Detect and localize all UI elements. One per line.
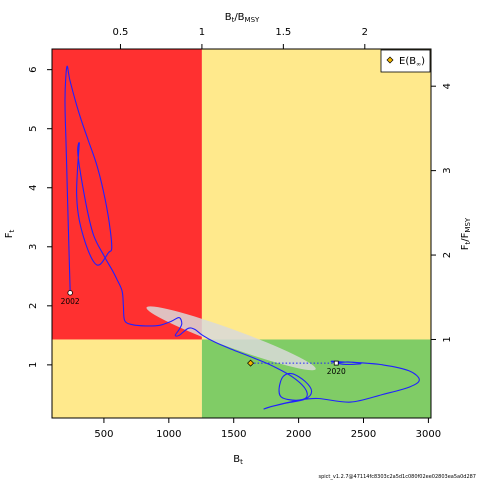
legend: E(B∞) xyxy=(380,49,431,73)
x-tick-label: 2500 xyxy=(351,429,376,440)
top-tick-label: 0.5 xyxy=(113,27,129,38)
x-axis-top: 0.5 1 1.5 2 xyxy=(113,27,368,49)
y-tick-label: 3 xyxy=(28,244,39,250)
y-axis-right: 1 2 3 4 xyxy=(431,83,453,343)
top-tick-label: 2 xyxy=(362,27,368,38)
confidence-ellipse xyxy=(146,306,316,371)
right-tick-label: 2 xyxy=(442,252,453,258)
x-tick-label: 3000 xyxy=(416,429,441,440)
y-tick-label: 1 xyxy=(28,362,39,368)
legend-diamond-icon xyxy=(386,56,394,64)
start-year-label: 2002 xyxy=(61,297,80,306)
right-tick-label: 1 xyxy=(442,336,453,342)
plot-frame xyxy=(51,48,432,419)
y-tick-label: 6 xyxy=(28,66,39,72)
legend-label: E(B∞) xyxy=(399,56,425,68)
right-tick-label: 4 xyxy=(442,83,453,89)
footer-version-text: spict_v1.2.7@47114fc8303c2a5d1c080f02ee0… xyxy=(319,474,477,480)
end-point-marker xyxy=(333,360,339,366)
zone-yellow-upper-right xyxy=(201,49,431,340)
x-tick-label: 1000 xyxy=(156,429,181,440)
y-tick-label: 5 xyxy=(28,126,39,132)
y-axis-left: 1 2 3 4 5 6 xyxy=(28,66,52,368)
y-tick-label: 4 xyxy=(28,185,39,191)
equilibrium-diamond-marker xyxy=(247,359,255,367)
y-axis-label: Ft xyxy=(4,229,16,238)
x-axis-label: Bt xyxy=(233,454,243,466)
x-tick-label: 1500 xyxy=(221,429,246,440)
start-point-marker xyxy=(67,290,73,296)
x-tick-label: 500 xyxy=(94,429,113,440)
x-tick-label: 2000 xyxy=(286,429,311,440)
series-line-trajectory xyxy=(64,65,420,410)
legend-box xyxy=(380,49,431,73)
end-year-label: 2020 xyxy=(327,367,346,376)
x-axis-bottom: 500 1000 1500 2000 2500 3000 xyxy=(94,418,441,440)
right-tick-label: 3 xyxy=(442,167,453,173)
zone-yellow-lower-left xyxy=(52,339,202,418)
right-axis-label: Ft/FMSY xyxy=(460,217,472,250)
y-tick-label: 2 xyxy=(28,303,39,309)
top-tick-label: 1 xyxy=(199,27,205,38)
top-tick-label: 1.5 xyxy=(275,27,291,38)
top-axis-label: Bt/BMSY xyxy=(225,12,260,24)
